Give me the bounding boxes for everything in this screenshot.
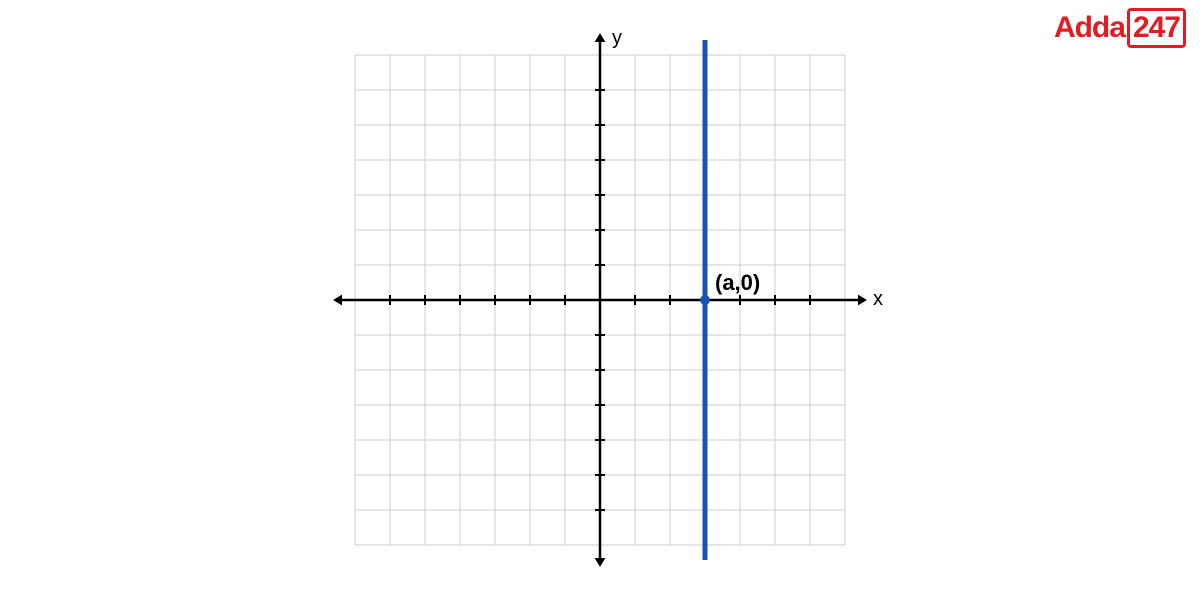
coordinate-graph: y x (a,0) — [325, 25, 875, 575]
x-axis-label: x — [873, 288, 883, 311]
point-label: (a,0) — [715, 270, 760, 296]
graph-svg — [325, 25, 875, 575]
y-axis-label: y — [612, 27, 622, 50]
brand-logo: Adda247 — [1054, 8, 1186, 48]
logo-text: Adda — [1054, 11, 1125, 44]
logo-number: 247 — [1127, 8, 1186, 48]
